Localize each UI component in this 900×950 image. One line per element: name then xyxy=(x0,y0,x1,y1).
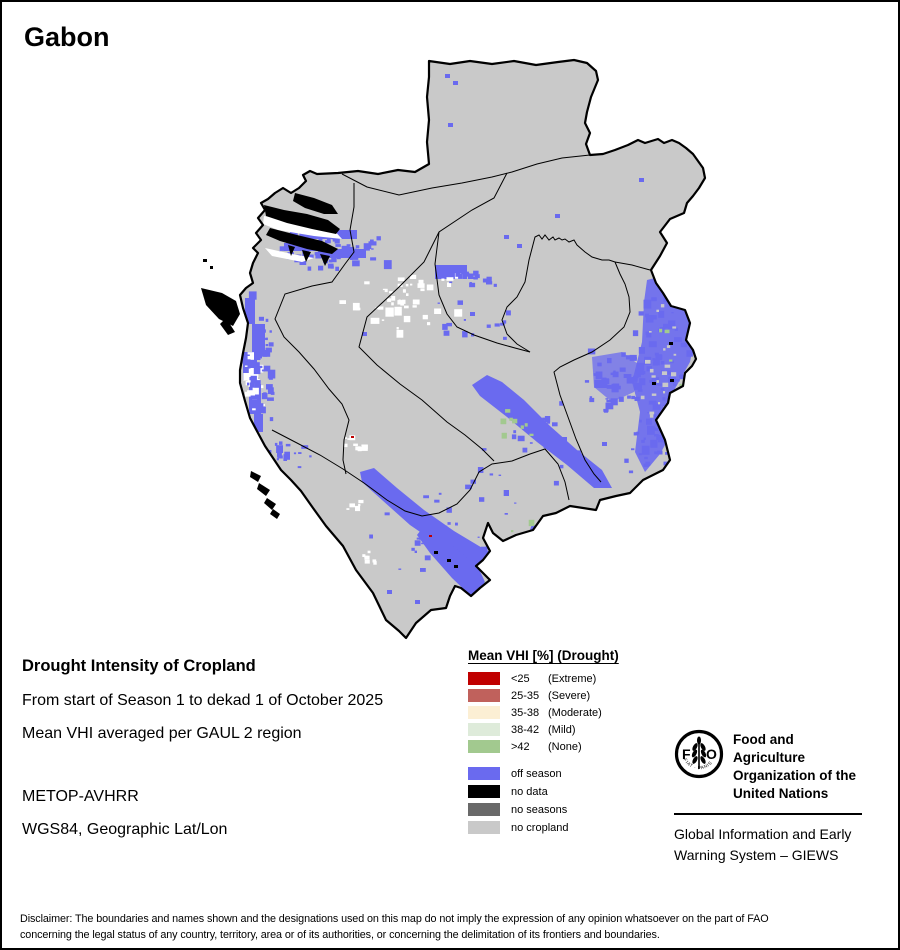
country-fill-gabon xyxy=(240,60,705,638)
legend-row: no cropland xyxy=(468,821,668,834)
legend-swatch xyxy=(468,672,500,685)
legend-swatch xyxy=(468,767,500,780)
legend-swatch xyxy=(468,785,500,798)
legend-row: 38-42 (Mild) xyxy=(468,723,668,736)
disclaimer-line1: Disclaimer: The boundaries and names sho… xyxy=(20,913,769,925)
legend-row: 35-38 (Moderate) xyxy=(468,706,668,719)
legend-label: 38-42 (Mild) xyxy=(511,723,576,736)
sensor-label: METOP-AVHRR xyxy=(22,788,139,805)
disclaimer-line2: concerning the legal status of any count… xyxy=(20,929,660,941)
legend-row: no seasons xyxy=(468,803,668,816)
svg-text:F: F xyxy=(682,746,691,762)
fao-footer-block: F O FIAT · PANIS Food and A xyxy=(674,729,866,866)
svg-text:O: O xyxy=(706,746,717,762)
legend-swatch xyxy=(468,803,500,816)
legend-label: no data xyxy=(511,785,548,798)
legend-row: >42 (None) xyxy=(468,740,668,753)
disclaimer-text: Disclaimer: The boundaries and names sho… xyxy=(20,911,870,943)
legend-label: 25-35 (Severe) xyxy=(511,689,591,702)
giews-line2: Warning System – GIEWS xyxy=(674,847,839,863)
legend-row: 25-35 (Severe) xyxy=(468,689,668,702)
projection-label: WGS84, Geographic Lat/Lon xyxy=(22,821,228,838)
admin-boundaries xyxy=(271,154,651,517)
legend-label: no cropland xyxy=(511,821,569,834)
spacer xyxy=(22,758,452,788)
fao-org-line3: United Nations xyxy=(733,786,829,801)
map-info-block: Drought Intensity of Cropland From start… xyxy=(22,657,452,854)
giews-label: Global Information and Early Warning Sys… xyxy=(674,824,866,866)
estuary-features xyxy=(263,193,342,266)
season-class-list: off season no data no seasons no cropland xyxy=(468,767,668,834)
map-legend: Mean VHI [%] (Drought) <25 (Extreme) 25-35… xyxy=(468,648,668,839)
legend-label: >42 (None) xyxy=(511,740,582,753)
legend-row: <25 (Extreme) xyxy=(468,672,668,685)
legend-swatch xyxy=(468,723,500,736)
map-subject-title: Drought Intensity of Cropland xyxy=(22,657,256,675)
map-period-line: From start of Season 1 to dekad 1 of Oct… xyxy=(22,692,384,709)
drought-class-list: <25 (Extreme) 25-35 (Severe) 35-38 (Moderate)… xyxy=(468,672,668,753)
legend-label: off season xyxy=(511,767,562,780)
legend-label: <25 (Extreme) xyxy=(511,672,597,685)
page-title: Gabon xyxy=(24,22,110,52)
fao-org-line2: Organization of the xyxy=(733,768,856,783)
country-border-gabon xyxy=(238,58,707,640)
legend-swatch xyxy=(468,689,500,702)
legend-row: off season xyxy=(468,767,668,780)
legend-title: Mean VHI [%] (Drought) xyxy=(468,648,619,663)
legend-swatch xyxy=(468,706,500,719)
legend-label: 35-38 (Moderate) xyxy=(511,706,602,719)
legend-swatch xyxy=(468,821,500,834)
legend-row: no data xyxy=(468,785,668,798)
legend-swatch xyxy=(468,740,500,753)
footer-divider xyxy=(674,813,862,815)
map-method-line: Mean VHI averaged per GAUL 2 region xyxy=(22,725,302,742)
giews-line1: Global Information and Early xyxy=(674,826,852,842)
coastal-mangrove-features xyxy=(201,259,280,519)
fao-org-name: Food and Agriculture Organization of the… xyxy=(733,729,866,803)
fao-org-line1: Food and Agriculture xyxy=(733,732,806,765)
fao-logo-icon: F O FIAT · PANIS xyxy=(674,729,724,779)
legend-label: no seasons xyxy=(511,803,568,816)
